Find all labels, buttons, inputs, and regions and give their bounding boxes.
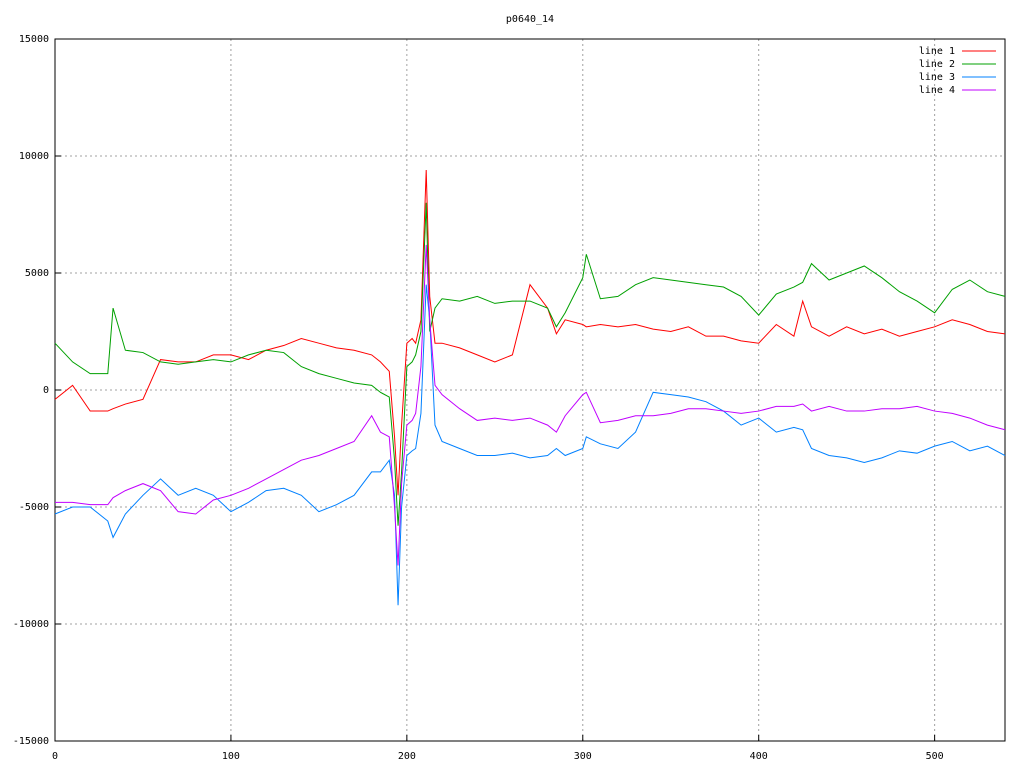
legend-label: line 2 (919, 59, 955, 70)
y-tick-label: -15000 (13, 736, 49, 747)
legend-label: line 3 (919, 72, 955, 83)
y-tick-label: -5000 (19, 502, 49, 513)
legend-label: line 4 (919, 85, 955, 96)
line-series (54, 284, 1006, 606)
y-tick-label: 10000 (19, 151, 49, 162)
line-series (54, 202, 1006, 526)
y-tick-label: -10000 (13, 619, 49, 630)
x-tick-label: 0 (52, 751, 58, 762)
line-series (54, 170, 1006, 496)
line-series (55, 244, 1006, 566)
x-tick-label: 400 (750, 751, 768, 762)
y-tick-label: 0 (43, 385, 49, 396)
chart-title: p0640_14 (506, 14, 554, 25)
plot-border (54, 38, 1006, 742)
x-tick-label: 300 (574, 751, 592, 762)
x-tick-label: 500 (926, 751, 944, 762)
legend-label: line 1 (919, 46, 955, 57)
x-tick-label: 100 (222, 751, 240, 762)
y-tick-label: 5000 (25, 268, 49, 279)
x-tick-label: 200 (398, 751, 416, 762)
y-tick-label: 15000 (19, 34, 49, 45)
